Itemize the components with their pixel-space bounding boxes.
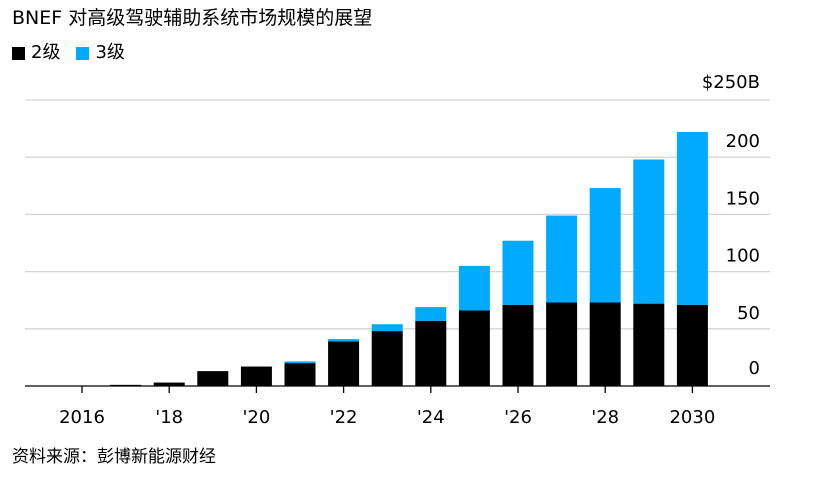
x-tick-label-2020: '20 bbox=[242, 407, 270, 428]
x-tick-label-2030: 2030 bbox=[669, 407, 715, 428]
bar-2026-series-1 bbox=[502, 240, 534, 305]
bar-2022-series-0 bbox=[328, 341, 360, 386]
bar-2023-series-0 bbox=[371, 331, 403, 386]
x-tick-label-2018: '18 bbox=[155, 407, 183, 428]
x-tick-label-2028: '28 bbox=[591, 407, 619, 428]
x-tick-label-2022: '22 bbox=[330, 407, 358, 428]
y-tick-label-200: 200 bbox=[726, 131, 760, 152]
bar-2028-series-1 bbox=[589, 188, 621, 303]
legend: 2级 3级 bbox=[12, 42, 141, 64]
bar-2022-series-1 bbox=[328, 339, 360, 342]
x-tick-label-2024: '24 bbox=[417, 407, 445, 428]
y-tick-label-0: 0 bbox=[749, 358, 760, 379]
bar-2025-series-1 bbox=[458, 265, 490, 311]
chart-title: BNEF 对高级驾驶辅助系统市场规模的展望 bbox=[12, 7, 373, 29]
bar-2029-series-1 bbox=[633, 159, 665, 304]
bar-2019-series-0 bbox=[197, 371, 229, 386]
y-tick-label-250: $250B bbox=[702, 72, 760, 93]
bar-2023-series-1 bbox=[371, 324, 403, 332]
x-tick-label-2016: 2016 bbox=[59, 407, 105, 428]
legend-swatch-series-0 bbox=[12, 46, 25, 60]
bar-2021-series-0 bbox=[284, 363, 316, 386]
bar-2024-series-1 bbox=[415, 307, 447, 321]
bar-2030-series-1 bbox=[676, 132, 708, 305]
bar-2018-series-0 bbox=[153, 382, 185, 386]
legend-item-series-1: 3级 bbox=[76, 42, 125, 64]
bar-2021-series-1 bbox=[284, 361, 316, 364]
bar-2020-series-0 bbox=[240, 366, 272, 386]
y-tick-label-100: 100 bbox=[726, 246, 760, 267]
bar-2028-series-0 bbox=[589, 302, 621, 386]
bar-2025-series-0 bbox=[458, 310, 490, 386]
bar-2027-series-0 bbox=[546, 302, 578, 386]
x-tick-label-2026: '26 bbox=[504, 407, 532, 428]
legend-swatch-series-1 bbox=[76, 46, 90, 60]
bar-2030-series-0 bbox=[676, 304, 708, 386]
legend-label-series-1: 3级 bbox=[95, 42, 125, 63]
y-tick-label-50: 50 bbox=[737, 303, 760, 324]
source-note: 资料来源：彭博新能源财经 bbox=[12, 447, 216, 467]
legend-item-series-0: 2级 bbox=[12, 42, 60, 64]
bar-2029-series-0 bbox=[633, 303, 665, 386]
bar-2024-series-0 bbox=[415, 320, 447, 386]
bar-2026-series-0 bbox=[502, 304, 534, 386]
legend-label-series-0: 2级 bbox=[31, 42, 61, 63]
bar-2027-series-1 bbox=[546, 215, 578, 303]
y-tick-label-150: 150 bbox=[726, 188, 760, 209]
